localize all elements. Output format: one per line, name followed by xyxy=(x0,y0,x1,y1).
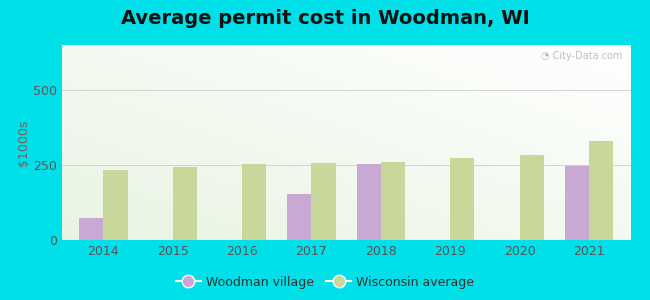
Bar xyxy=(357,164,381,240)
Bar xyxy=(450,158,474,240)
Bar xyxy=(565,166,589,240)
Bar xyxy=(311,163,335,240)
Bar xyxy=(381,162,405,240)
Legend: Woodman village, Wisconsin average: Woodman village, Wisconsin average xyxy=(171,271,479,294)
Text: Average permit cost in Woodman, WI: Average permit cost in Woodman, WI xyxy=(121,9,529,28)
Text: ◔ City-Data.com: ◔ City-Data.com xyxy=(541,51,622,61)
Bar xyxy=(519,154,544,240)
Bar xyxy=(287,194,311,240)
Y-axis label: $1000s: $1000s xyxy=(17,119,30,166)
Bar xyxy=(79,218,103,240)
Bar xyxy=(242,164,266,240)
Bar xyxy=(103,170,127,240)
Bar xyxy=(589,141,613,240)
Bar xyxy=(173,167,197,240)
